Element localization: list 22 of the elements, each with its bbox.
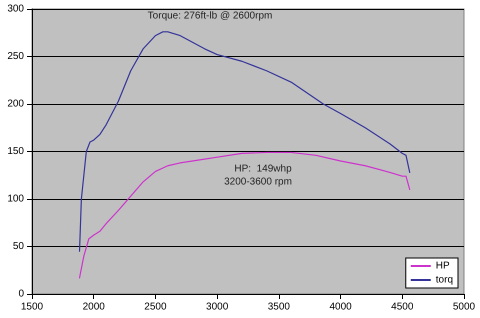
annotation: HP: 149whp [234, 164, 292, 174]
x-tick-label: 2500 [144, 302, 167, 312]
annotation: Torque: 276ft-lb @ 2600rpm [148, 10, 272, 22]
y-tick-label: 200 [7, 98, 24, 110]
x-tick-label: 3000 [206, 302, 229, 312]
legend-label: HP [436, 260, 450, 272]
y-tick-label: 250 [7, 51, 24, 62]
line-series [78, 152, 410, 278]
x-tick-label: 5000 [452, 302, 476, 312]
y-tick-label: 300 [7, 4, 24, 14]
y-tick-label: 50 [12, 241, 24, 252]
x-tick-label: 2000 [82, 302, 106, 312]
x-tick-label: 4000 [329, 302, 352, 312]
annotation: 3200-3600 rpm [224, 176, 292, 188]
y-tick-label: 100 [7, 194, 24, 204]
x-tick-label: 3500 [268, 302, 290, 312]
y-tick-label: 150 [7, 146, 24, 157]
x-tick-label: 1500 [20, 302, 44, 312]
x-tick-label: 4500 [391, 302, 414, 312]
legend-label: torq [436, 274, 454, 286]
line-series [78, 31, 410, 252]
y-tick-label: 0 [18, 288, 24, 300]
